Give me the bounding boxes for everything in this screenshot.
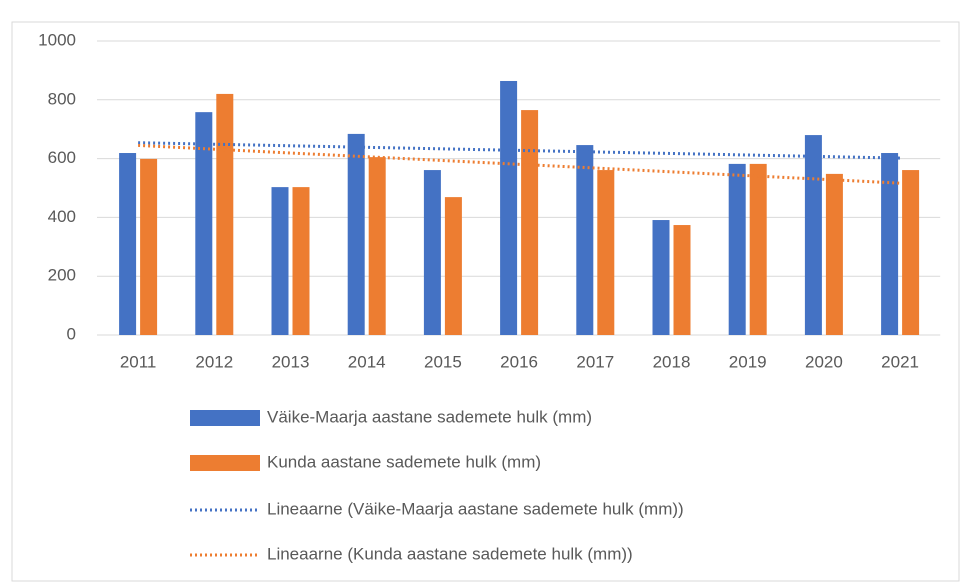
bar [423, 170, 441, 335]
x-tick-label: 2019 [729, 352, 767, 371]
bar [576, 145, 594, 335]
x-tick-label: 2011 [120, 352, 157, 371]
legend-label: Väike-Maarja aastane sademete hulk (mm) [267, 407, 592, 426]
bar [195, 112, 213, 335]
bar [673, 225, 691, 335]
x-tick-label: 2017 [576, 352, 614, 371]
bar [881, 153, 899, 335]
bar [216, 93, 234, 335]
y-tick-label: 0 [67, 324, 76, 343]
legend-swatch [190, 410, 260, 426]
y-tick-label: 600 [48, 148, 76, 167]
bar [521, 110, 539, 335]
y-tick-label: 200 [48, 266, 76, 285]
legend-label: Kunda aastane sademete hulk (mm) [267, 452, 541, 471]
bar [347, 133, 365, 335]
legend-label: Lineaarne (Kunda aastane sademete hulk (… [267, 544, 633, 563]
bar [444, 197, 462, 335]
x-tick-label: 2014 [348, 352, 386, 371]
x-tick-label: 2016 [500, 352, 538, 371]
legend-swatch [190, 455, 260, 471]
bar [292, 187, 310, 335]
x-tick-label: 2013 [272, 352, 310, 371]
bar [271, 187, 289, 335]
legend-label: Lineaarne (Väike-Maarja aastane sademete… [267, 499, 684, 518]
x-tick-label: 2012 [195, 352, 233, 371]
bar [368, 157, 386, 335]
bar [140, 158, 158, 335]
bar [500, 80, 518, 335]
y-tick-label: 800 [48, 89, 76, 108]
chart-border [11, 21, 960, 582]
bar [749, 163, 767, 335]
bar [902, 170, 920, 335]
y-tick-label: 400 [48, 207, 76, 226]
x-tick-label: 2020 [805, 352, 843, 371]
y-tick-label: 1000 [38, 30, 76, 49]
bar [728, 163, 746, 335]
bar [597, 170, 615, 335]
bar [652, 220, 670, 335]
x-tick-label: 2018 [653, 352, 691, 371]
bar [804, 135, 822, 335]
bar [119, 153, 137, 335]
trendline [138, 143, 901, 185]
x-tick-label: 2021 [881, 352, 919, 371]
trendline [138, 141, 901, 160]
bar [825, 173, 843, 335]
x-tick-label: 2015 [424, 352, 462, 371]
